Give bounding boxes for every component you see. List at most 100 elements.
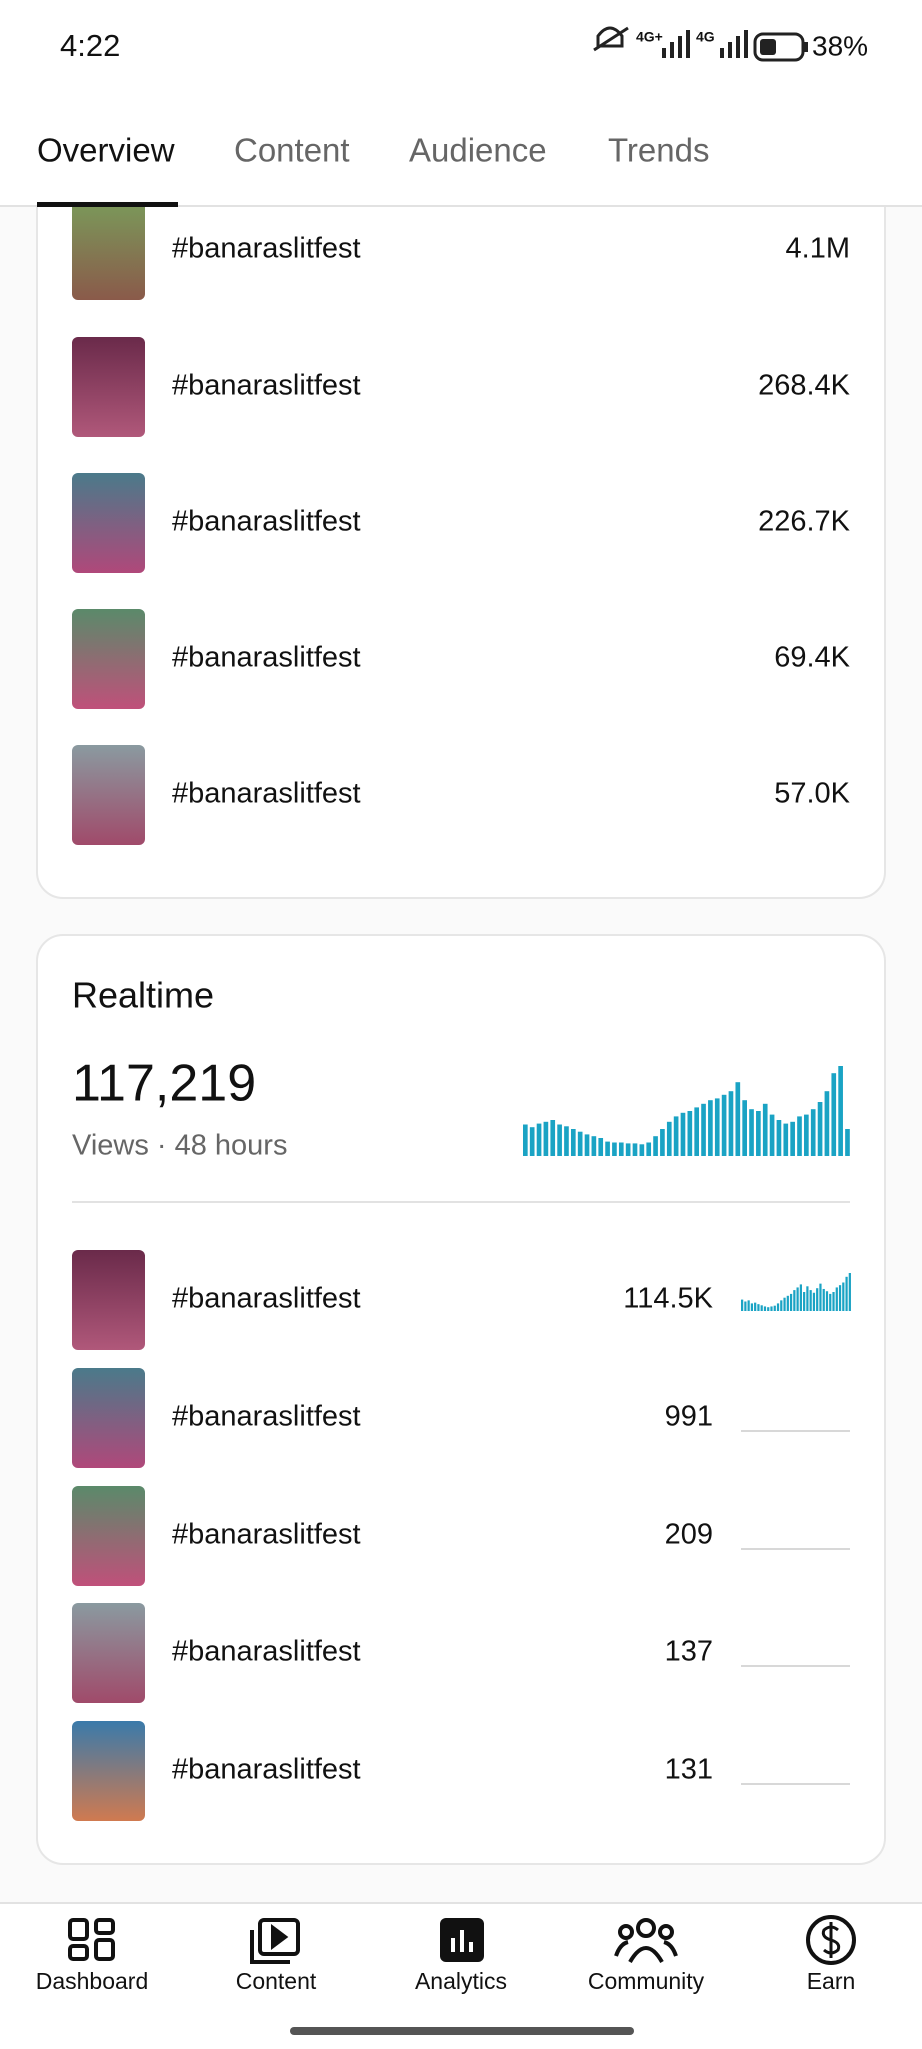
bar [806, 1286, 809, 1311]
bar [762, 1103, 768, 1156]
video-views: 131 [665, 1754, 713, 1786]
bar [666, 1121, 672, 1156]
nav-label[interactable]: Content [236, 1968, 317, 1994]
thumbnail[interactable] [72, 473, 145, 573]
bar [803, 1292, 806, 1311]
video-title[interactable]: #banaraslitfest [172, 1519, 361, 1551]
video-title[interactable]: #banaraslitfest [172, 1401, 361, 1433]
bar [832, 1292, 835, 1311]
bar [767, 1307, 770, 1311]
bar [754, 1302, 757, 1311]
video-title[interactable]: #banaraslitfest [172, 1754, 361, 1786]
nav-icons [68, 1915, 856, 1965]
thumbnail[interactable] [72, 337, 145, 437]
bar [523, 1124, 528, 1156]
bar [838, 1285, 842, 1311]
thumbnail[interactable] [72, 745, 145, 845]
bar [612, 1142, 617, 1156]
bar [789, 1293, 793, 1311]
video-title[interactable]: #banaraslitfest [172, 1636, 361, 1668]
thumbnail[interactable] [72, 200, 145, 300]
bar [776, 1120, 782, 1156]
video-views: 4.1M [786, 233, 850, 265]
bar [829, 1293, 832, 1311]
thumbnail[interactable] [72, 1721, 145, 1821]
nav-labels: Dashboard Content Analytics Community Earn [36, 1968, 856, 1994]
tab[interactable]: Overview [37, 132, 175, 169]
bar [780, 1300, 783, 1311]
bar [741, 1299, 744, 1311]
bar [783, 1123, 789, 1156]
bar [809, 1290, 812, 1311]
bar [769, 1114, 775, 1156]
video-title[interactable]: #banaraslitfest [172, 778, 361, 810]
bar [550, 1120, 556, 1156]
video-title[interactable]: #banaraslitfest [172, 642, 361, 674]
bar [824, 1091, 830, 1156]
bar [529, 1127, 535, 1156]
bar [812, 1292, 816, 1311]
bar [763, 1306, 767, 1311]
video-views: 114.5K [623, 1283, 713, 1315]
bar [721, 1094, 727, 1156]
tab[interactable]: Content [234, 132, 350, 169]
nav-label[interactable]: Dashboard [36, 1968, 149, 1994]
bar [536, 1123, 542, 1156]
video-views: 209 [665, 1519, 713, 1551]
bar [680, 1112, 686, 1156]
thumbnail[interactable] [72, 1603, 145, 1703]
bar [842, 1282, 845, 1311]
bar [845, 1129, 850, 1156]
tab[interactable]: Audience [409, 132, 547, 169]
bar [747, 1300, 750, 1311]
thumbnail[interactable] [72, 609, 145, 709]
bar [760, 1305, 763, 1311]
nav-label[interactable]: Community [588, 1968, 705, 1994]
bar [776, 1303, 780, 1311]
video-views: 991 [665, 1401, 713, 1433]
bar [797, 1116, 802, 1156]
thumbnail[interactable] [72, 1250, 145, 1350]
network-label: 4G+ [636, 29, 663, 45]
video-title[interactable]: #banaraslitfest [172, 233, 361, 265]
bar [728, 1091, 734, 1156]
bar [786, 1295, 789, 1311]
network-label: 4G [696, 29, 715, 45]
video-title[interactable]: #banaraslitfest [172, 506, 361, 538]
bar [790, 1121, 795, 1156]
bar [816, 1288, 819, 1311]
bar [660, 1129, 665, 1156]
video-title[interactable]: #banaraslitfest [172, 370, 361, 402]
status-time: 4:22 [60, 28, 120, 63]
tab[interactable]: Trends [608, 132, 709, 169]
bar [848, 1273, 851, 1311]
bar [845, 1276, 848, 1311]
bar [687, 1111, 693, 1156]
nav-label[interactable]: Earn [807, 1968, 856, 1994]
status-icons [593, 26, 808, 62]
bar [810, 1109, 816, 1156]
bar [831, 1073, 837, 1156]
battery-label: 38% [812, 30, 868, 61]
bar [632, 1143, 638, 1156]
bar [757, 1304, 760, 1311]
bar [570, 1129, 576, 1156]
realtime-total: 117,219 [72, 1055, 256, 1113]
bar [773, 1305, 776, 1311]
home-indicator [290, 2027, 634, 2035]
bar [618, 1142, 624, 1156]
realtime-subtitle: Views · 48 hours [72, 1130, 287, 1162]
bar [822, 1288, 825, 1311]
thumbnail[interactable] [72, 1486, 145, 1586]
thumbnail[interactable] [72, 1368, 145, 1468]
bar [564, 1126, 569, 1156]
bar [543, 1121, 549, 1156]
nav-label[interactable]: Analytics [415, 1968, 507, 1994]
bar [735, 1082, 741, 1156]
realtime-card [36, 934, 886, 1865]
bar [708, 1100, 713, 1156]
video-title[interactable]: #banaraslitfest [172, 1283, 361, 1315]
video-views: 268.4K [758, 370, 851, 402]
